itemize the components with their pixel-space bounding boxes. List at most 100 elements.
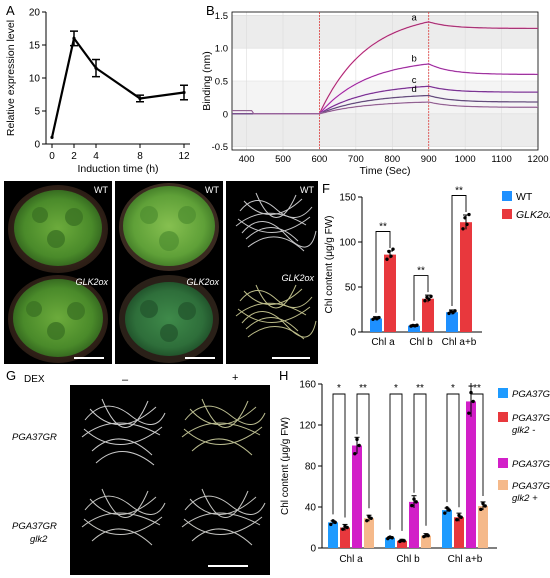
panel-b-y-tick-label: -0.5: [212, 142, 228, 153]
panel-b-x-tick-label: 1200: [527, 154, 548, 165]
panel-f-data-point: [377, 315, 381, 320]
panel-b-x-tick-label: 800: [384, 154, 400, 165]
panel-b-y-tick-label: 0: [223, 109, 228, 120]
panel-h-data-point: [455, 518, 459, 522]
panel-b-y-tick-label: 1.5: [215, 11, 228, 22]
panel-g-dex-label: DEX: [24, 374, 45, 385]
panel-f-significance-label: **: [417, 266, 425, 277]
panel-c-plants: [8, 185, 108, 363]
panel-h-category-label: Chl a: [339, 554, 363, 565]
panel-h-significance-label: **: [473, 383, 481, 394]
panel-f-significance-bracket: [451, 195, 467, 306]
panel-f-y-tick-label: 50: [345, 283, 357, 294]
panel-e-wt-label: WT: [300, 185, 314, 195]
panel-h-significance-label: **: [416, 383, 424, 394]
panel-a-y-tick-label: 5: [34, 107, 40, 118]
panel-a-point: [94, 66, 98, 70]
panel-h-data-point: [365, 518, 369, 523]
panel-c-wt-label: WT: [94, 185, 108, 195]
panel-g-roots: [81, 398, 266, 546]
panel-h-data-point: [357, 443, 361, 448]
panel-h-bar: [409, 501, 419, 548]
panel-a-point: [50, 135, 54, 139]
panel-f-bar: [446, 312, 458, 332]
panel-f-y-tick-label: 150: [339, 193, 356, 204]
panel-a-y-tick-label: 0: [34, 140, 40, 151]
panel-f-data-point: [415, 323, 419, 327]
panel-a-y-tick-label: 10: [29, 74, 41, 85]
panel-b-x-tick-label: 700: [348, 154, 364, 165]
panel-g-plus-label: +: [232, 372, 239, 384]
panel-h-data-point: [345, 525, 349, 530]
panel-h-y-tick-label: 0: [310, 544, 316, 555]
panel-b-x-tick-label: 900: [421, 154, 437, 165]
panel-g-row2-label-line2: glk2: [30, 534, 48, 545]
panel-h-legend-swatch: [498, 480, 508, 490]
panel-h-significance-bracket: [389, 393, 403, 531]
panel-c-photo: WT GLK2ox: [4, 181, 112, 364]
panel-e-scale-bar: [272, 357, 310, 359]
panel-a-x-tick-label: 2: [71, 151, 77, 162]
panel-f-data-point: [465, 222, 469, 227]
panel-h-data-point: [481, 501, 485, 506]
panel-h-data-point: [483, 504, 487, 508]
panel-f-chart: 0 50 100 150 Chl content (μg/g FW) ** Chl a ** C…: [324, 186, 550, 349]
panel-h-data-point: [445, 506, 449, 510]
panel-b-frame: [231, 11, 539, 151]
panel-letter-a: A: [6, 3, 15, 18]
panel-a-x-tick-label: 0: [49, 151, 55, 162]
panel-h-data-point: [355, 437, 359, 442]
panel-h-data-point: [369, 516, 373, 520]
panel-a-point: [138, 96, 142, 101]
panel-h-data-point: [329, 522, 333, 527]
panel-h-data-point: [471, 399, 475, 404]
panel-h-bar: [466, 401, 476, 548]
panel-d-wt-label: WT: [205, 185, 219, 195]
panel-b-band: [232, 81, 538, 114]
panel-h-legend-label: glk2 -: [512, 425, 535, 436]
panel-h-data-point: [414, 500, 418, 504]
panel-h-bar: [421, 535, 431, 548]
panel-f-data-point: [429, 294, 433, 299]
panel-f-data-point: [463, 216, 467, 220]
panel-f-significance-label: **: [379, 222, 387, 233]
panel-h-bar: [352, 445, 362, 548]
panel-f-data-point: [427, 297, 431, 302]
panel-f-significance-bracket: [375, 231, 391, 313]
panel-b-series-label: a: [411, 13, 417, 24]
panel-h-significance-label: *: [337, 383, 341, 394]
panel-b-fit-line: [232, 101, 539, 115]
panel-a-line: [50, 35, 185, 138]
panel-h-y-tick-label: 120: [299, 421, 316, 432]
panel-f-bar: [422, 298, 434, 332]
panel-b-y-label: Binding (nm): [201, 51, 213, 111]
panel-f-data-point: [391, 247, 395, 251]
panel-d-scale-bar: [185, 357, 215, 359]
panel-a-chart: 0 5 10 15 20 0 2 4 8 12 Induction time (h) Relative…: [5, 8, 190, 175]
panel-h-data-point: [459, 515, 463, 519]
panel-f-y-label: Chl content (μg/g FW): [324, 215, 335, 313]
panel-e-photo: WT GLK2ox: [226, 181, 318, 364]
panel-b-series-label: d: [411, 84, 416, 95]
panel-a-point: [182, 90, 186, 95]
panel-f-data-point: [387, 249, 391, 254]
panel-h-bar: [454, 517, 464, 548]
panel-h-significance-bracket: [446, 393, 460, 508]
panel-f-bar: [408, 325, 420, 332]
panel-h-legend-swatch: [498, 388, 508, 398]
panel-f-bar: [460, 222, 472, 332]
panel-c-ox-label: GLK2ox: [75, 277, 108, 287]
panel-f-data-point: [385, 257, 389, 261]
panel-h-legend-swatch: [498, 458, 508, 468]
panel-h-significance-bracket: [356, 393, 370, 509]
panel-a-y-tick-label: 20: [29, 8, 41, 19]
panel-h-legend-label: PGA37GR +: [512, 459, 550, 470]
panel-b-x-tick-label: 600: [311, 154, 327, 165]
panel-g-minus-label: –: [122, 374, 129, 386]
panel-h-legend-swatch: [498, 412, 508, 422]
panel-f-category-label: Chl a: [371, 337, 395, 348]
panel-c-scale-bar: [74, 357, 104, 359]
panel-h-bar: [478, 505, 488, 548]
panel-h-significance-bracket: [413, 393, 427, 526]
